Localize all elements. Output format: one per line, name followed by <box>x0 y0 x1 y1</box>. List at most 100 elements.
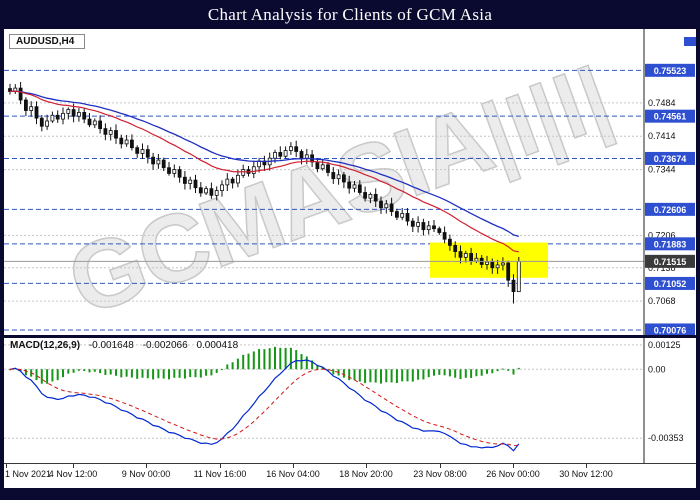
time-label: 23 Nov 08:00 <box>413 469 467 479</box>
candle-body <box>389 203 394 212</box>
candle-body <box>98 120 102 130</box>
macd-axis-label: -0.00353 <box>648 433 684 443</box>
candle-body <box>373 193 378 202</box>
candle-body <box>124 139 129 145</box>
macd-histogram-bar <box>295 350 298 370</box>
macd-signal-value: -0.002066 <box>142 340 188 351</box>
candle-body <box>485 261 489 265</box>
macd-histogram-bar <box>72 369 75 373</box>
time-tick <box>293 464 294 468</box>
macd-histogram-bar <box>364 369 367 384</box>
price-level-badge-text: 0.75523 <box>654 66 687 76</box>
macd-histogram-bar <box>279 347 282 370</box>
candle-body <box>506 262 511 281</box>
candle-body <box>241 169 246 176</box>
time-tick <box>146 464 147 468</box>
candle-body <box>320 164 325 170</box>
candle-body <box>405 213 410 222</box>
macd-histogram-bar <box>342 369 345 378</box>
panel-splitter[interactable] <box>4 335 696 338</box>
candle-body <box>130 139 134 149</box>
time-label: 18 Nov 20:00 <box>339 469 393 479</box>
macd-histogram-bar <box>24 369 27 376</box>
price-level-badge <box>645 63 695 77</box>
symbol-timeframe-label: AUDUSD,H4 <box>9 34 86 49</box>
macd-histogram-bar <box>332 369 335 375</box>
macd-histogram-bar <box>517 367 520 370</box>
candle-body <box>8 88 12 92</box>
time-tick <box>586 464 587 468</box>
candle-body <box>172 169 177 174</box>
macd-histogram-bar <box>411 369 414 382</box>
macd-histogram-bar <box>173 369 176 378</box>
time-axis[interactable]: 1 Nov 2021 4 Nov 12:00 9 Nov 00:00 11 Nov 1… <box>4 463 696 488</box>
candle-body <box>490 261 495 269</box>
candle-body <box>193 179 198 189</box>
macd-histogram-bar <box>51 369 54 382</box>
macd-histogram-bar <box>454 369 457 378</box>
price-grid-label: 0.7206 <box>648 230 676 240</box>
chart-area: GCMASIA|I|l| 0.7484 0.7414 0.7344 0.7206 0.7… <box>4 29 696 488</box>
candle-body <box>400 213 405 218</box>
macd-histogram-bar <box>247 353 250 370</box>
macd-histogram-bar <box>417 369 420 380</box>
macd-histogram-bar <box>316 365 319 370</box>
macd-main-value: -0.001648 <box>88 340 134 351</box>
macd-histogram-bar <box>67 369 70 374</box>
macd-histogram-bar <box>348 369 351 381</box>
candlestick-canvas[interactable]: 0.74840.74140.73440.72060.71380.70680.75… <box>4 29 696 335</box>
macd-histogram-bar <box>162 369 165 379</box>
candle-body <box>235 174 240 184</box>
macd-histogram-bar <box>258 349 261 370</box>
candle-body <box>500 262 505 266</box>
candle-body <box>384 203 389 209</box>
macd-indicator-label: MACD(12,26,9) -0.001648 -0.002066 0.0004… <box>10 340 238 351</box>
candle-body <box>119 137 124 145</box>
macd-histogram-bar <box>369 369 372 383</box>
candle-body <box>103 128 108 135</box>
candle-body <box>283 150 288 157</box>
candle-body <box>214 190 219 196</box>
macd-histogram-bar <box>231 362 234 370</box>
time-label: 26 Nov 00:00 <box>486 469 540 479</box>
macd-histogram-bar <box>157 369 160 379</box>
macd-histogram-bar <box>183 369 186 379</box>
macd-canvas[interactable]: 0.00125 0.00 -0.00353 <box>4 338 696 463</box>
macd-histogram-bar <box>501 368 504 370</box>
candle-body <box>379 200 383 209</box>
price-level-badge-text: 0.74561 <box>654 112 687 122</box>
macd-histogram-bar <box>109 369 112 375</box>
candle-body <box>326 164 330 173</box>
candle-body <box>39 117 44 127</box>
candle-body <box>336 174 341 180</box>
ma-fast-line <box>9 90 519 253</box>
macd-histogram-bar <box>194 369 197 378</box>
price-level-badge-text: 0.72606 <box>654 205 687 215</box>
candle-body <box>432 225 436 230</box>
macd-histogram-bar <box>475 369 478 377</box>
macd-histogram-bar <box>448 369 451 377</box>
candle-body <box>469 253 474 262</box>
macd-histogram-bar <box>141 369 144 378</box>
macd-histogram-bar <box>459 369 462 380</box>
highlight-zone <box>430 242 548 278</box>
macd-histogram-bar <box>300 354 303 370</box>
macd-histogram-bar <box>125 369 128 377</box>
candle-body <box>273 152 277 159</box>
macd-histogram-bar <box>77 369 80 371</box>
candle-body <box>357 184 362 193</box>
macd-histogram-bar <box>242 354 245 370</box>
candle-body <box>225 178 230 186</box>
candle-body <box>426 225 431 231</box>
price-level-badge-text: 0.71883 <box>654 239 687 249</box>
macd-histogram-bar <box>46 369 49 384</box>
candle-body <box>45 120 49 127</box>
main-price-chart[interactable]: GCMASIA|I|l| 0.7484 0.7414 0.7344 0.7206 0.7… <box>4 29 696 335</box>
macd-indicator-panel[interactable]: 0.00125 0.00 -0.00353 MACD(12,26,9) -0.001… <box>4 338 696 463</box>
macd-histogram-bar <box>374 369 377 383</box>
candle-body <box>188 179 193 184</box>
macd-histogram-bar <box>146 369 149 379</box>
macd-histogram-bar <box>401 369 404 382</box>
macd-histogram-bar <box>252 351 255 370</box>
candle-body <box>220 184 224 191</box>
